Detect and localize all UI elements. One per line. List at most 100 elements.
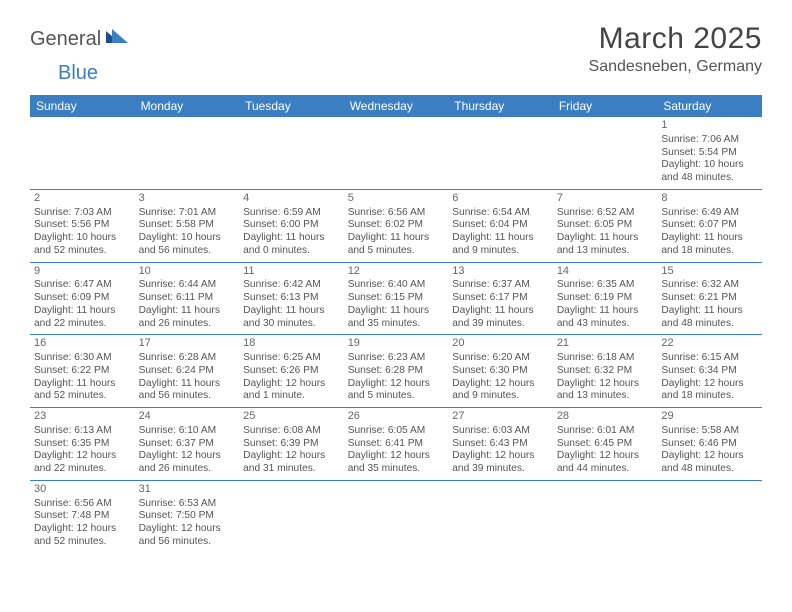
calendar-cell: 1Sunrise: 7:06 AMSunset: 5:54 PMDaylight…	[657, 117, 762, 189]
sunrise-text: Sunrise: 6:47 AM	[34, 279, 131, 292]
sunrise-text: Sunrise: 6:01 AM	[557, 425, 654, 438]
sunrise-text: Sunrise: 7:06 AM	[661, 134, 758, 147]
logo-text-blue: Blue	[58, 62, 98, 85]
day-number: 26	[348, 410, 445, 424]
day-number: 24	[139, 410, 236, 424]
sunset-text: Sunset: 6:00 PM	[243, 219, 340, 232]
sunset-text: Sunset: 6:11 PM	[139, 292, 236, 305]
day-header: Thursday	[448, 95, 553, 117]
daylight-text: and 26 minutes.	[139, 318, 236, 331]
sunrise-text: Sunrise: 7:01 AM	[139, 207, 236, 220]
daylight-text: and 18 minutes.	[661, 245, 758, 258]
sunrise-text: Sunrise: 6:35 AM	[557, 279, 654, 292]
daylight-text: Daylight: 12 hours	[452, 378, 549, 391]
calendar-cell	[239, 480, 344, 552]
logo-flag-icon	[106, 29, 128, 50]
sunset-text: Sunset: 5:58 PM	[139, 219, 236, 232]
daylight-text: Daylight: 11 hours	[661, 232, 758, 245]
daylight-text: Daylight: 11 hours	[139, 378, 236, 391]
calendar-week-row: 16Sunrise: 6:30 AMSunset: 6:22 PMDayligh…	[30, 335, 762, 408]
sunrise-text: Sunrise: 6:42 AM	[243, 279, 340, 292]
day-header: Monday	[135, 95, 240, 117]
daylight-text: Daylight: 11 hours	[34, 378, 131, 391]
daylight-text: Daylight: 12 hours	[348, 450, 445, 463]
calendar-cell: 5Sunrise: 6:56 AMSunset: 6:02 PMDaylight…	[344, 189, 449, 262]
sunrise-text: Sunrise: 7:03 AM	[34, 207, 131, 220]
sunset-text: Sunset: 6:07 PM	[661, 219, 758, 232]
daylight-text: Daylight: 12 hours	[243, 450, 340, 463]
day-header: Friday	[553, 95, 658, 117]
sunset-text: Sunset: 6:41 PM	[348, 438, 445, 451]
calendar-week-row: 23Sunrise: 6:13 AMSunset: 6:35 PMDayligh…	[30, 408, 762, 481]
sunrise-text: Sunrise: 6:56 AM	[34, 498, 131, 511]
daylight-text: and 48 minutes.	[661, 463, 758, 476]
sunrise-text: Sunrise: 6:13 AM	[34, 425, 131, 438]
daylight-text: Daylight: 12 hours	[243, 378, 340, 391]
daylight-text: Daylight: 11 hours	[452, 305, 549, 318]
sunrise-text: Sunrise: 6:52 AM	[557, 207, 654, 220]
sunrise-text: Sunrise: 6:37 AM	[452, 279, 549, 292]
daylight-text: Daylight: 11 hours	[139, 305, 236, 318]
day-number: 17	[139, 337, 236, 351]
sunrise-text: Sunrise: 6:10 AM	[139, 425, 236, 438]
sunset-text: Sunset: 6:34 PM	[661, 365, 758, 378]
sunset-text: Sunset: 6:05 PM	[557, 219, 654, 232]
day-number: 9	[34, 265, 131, 279]
logo: General	[30, 28, 130, 51]
month-title: March 2025	[589, 22, 762, 56]
calendar-cell	[448, 117, 553, 189]
calendar-cell: 25Sunrise: 6:08 AMSunset: 6:39 PMDayligh…	[239, 408, 344, 481]
day-number: 10	[139, 265, 236, 279]
day-number: 13	[452, 265, 549, 279]
day-number: 7	[557, 192, 654, 206]
day-number: 28	[557, 410, 654, 424]
daylight-text: Daylight: 11 hours	[557, 305, 654, 318]
daylight-text: and 52 minutes.	[34, 245, 131, 258]
daylight-text: and 18 minutes.	[661, 390, 758, 403]
sunrise-text: Sunrise: 6:03 AM	[452, 425, 549, 438]
daylight-text: and 22 minutes.	[34, 318, 131, 331]
day-number: 25	[243, 410, 340, 424]
calendar-cell: 13Sunrise: 6:37 AMSunset: 6:17 PMDayligh…	[448, 262, 553, 335]
calendar-cell: 3Sunrise: 7:01 AMSunset: 5:58 PMDaylight…	[135, 189, 240, 262]
calendar-cell	[344, 117, 449, 189]
daylight-text: Daylight: 11 hours	[34, 305, 131, 318]
day-number: 14	[557, 265, 654, 279]
day-number: 22	[661, 337, 758, 351]
day-number: 29	[661, 410, 758, 424]
calendar-cell: 18Sunrise: 6:25 AMSunset: 6:26 PMDayligh…	[239, 335, 344, 408]
daylight-text: and 48 minutes.	[661, 172, 758, 185]
sunset-text: Sunset: 6:13 PM	[243, 292, 340, 305]
calendar-week-row: 30Sunrise: 6:56 AMSunset: 7:48 PMDayligh…	[30, 480, 762, 552]
day-header-row: Sunday Monday Tuesday Wednesday Thursday…	[30, 95, 762, 117]
sunset-text: Sunset: 6:43 PM	[452, 438, 549, 451]
daylight-text: Daylight: 11 hours	[243, 232, 340, 245]
day-number: 23	[34, 410, 131, 424]
sunrise-text: Sunrise: 6:53 AM	[139, 498, 236, 511]
sunset-text: Sunset: 6:19 PM	[557, 292, 654, 305]
calendar-cell: 17Sunrise: 6:28 AMSunset: 6:24 PMDayligh…	[135, 335, 240, 408]
day-number: 21	[557, 337, 654, 351]
sunset-text: Sunset: 6:02 PM	[348, 219, 445, 232]
sunset-text: Sunset: 6:37 PM	[139, 438, 236, 451]
daylight-text: and 1 minute.	[243, 390, 340, 403]
calendar-cell	[344, 480, 449, 552]
calendar-cell	[30, 117, 135, 189]
sunset-text: Sunset: 5:54 PM	[661, 147, 758, 160]
calendar-cell: 21Sunrise: 6:18 AMSunset: 6:32 PMDayligh…	[553, 335, 658, 408]
daylight-text: and 31 minutes.	[243, 463, 340, 476]
sunset-text: Sunset: 6:17 PM	[452, 292, 549, 305]
sunrise-text: Sunrise: 6:08 AM	[243, 425, 340, 438]
daylight-text: and 35 minutes.	[348, 463, 445, 476]
daylight-text: Daylight: 12 hours	[452, 450, 549, 463]
daylight-text: and 52 minutes.	[34, 390, 131, 403]
logo-text-general: General	[30, 28, 101, 51]
daylight-text: Daylight: 12 hours	[34, 523, 131, 536]
daylight-text: and 5 minutes.	[348, 245, 445, 258]
calendar-cell: 26Sunrise: 6:05 AMSunset: 6:41 PMDayligh…	[344, 408, 449, 481]
calendar-cell	[553, 480, 658, 552]
day-number: 4	[243, 192, 340, 206]
daylight-text: Daylight: 10 hours	[34, 232, 131, 245]
sunset-text: Sunset: 6:26 PM	[243, 365, 340, 378]
sunset-text: Sunset: 6:46 PM	[661, 438, 758, 451]
